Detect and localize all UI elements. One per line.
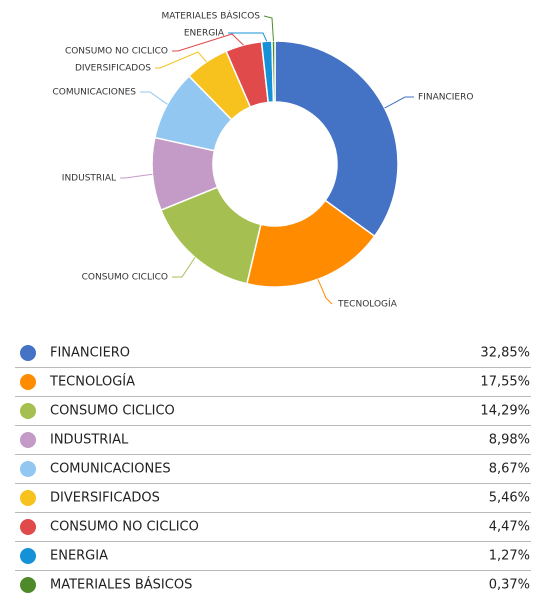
legend-swatch xyxy=(20,374,36,390)
legend-name: TECNOLOGÍA xyxy=(49,374,135,390)
callout-label: INDUSTRIAL xyxy=(62,174,116,184)
leader-line xyxy=(317,279,333,305)
leader-line xyxy=(172,257,196,278)
legend-swatch xyxy=(20,490,36,506)
legend-name: DIVERSIFICADOS xyxy=(50,491,160,506)
legend-swatch xyxy=(20,403,36,419)
callout-label: CONSUMO NO CICLICO xyxy=(65,47,168,57)
legend-value: 32,85% xyxy=(480,346,530,361)
callout-label: FINANCIERO xyxy=(418,93,473,103)
callout-label: ENERGIA xyxy=(184,29,225,39)
legend-name: CONSUMO NO CICLICO xyxy=(50,520,199,535)
legend-swatch xyxy=(20,548,36,564)
legend-swatch xyxy=(20,461,36,477)
legend-name: CONSUMO CICLICO xyxy=(50,404,175,419)
legend-swatch xyxy=(20,345,36,361)
slice xyxy=(274,40,399,238)
legend-name: ENERGIA xyxy=(50,549,108,564)
leader-line xyxy=(140,91,168,105)
legend-value: 1,27% xyxy=(489,549,530,564)
leader-line xyxy=(384,96,414,109)
legend-name: COMUNICACIONES xyxy=(50,462,171,477)
legend-value: 5,46% xyxy=(489,491,530,506)
callout-label: MATERIALES BÁSICOS xyxy=(161,10,260,22)
callout-label: TECNOLOGÍA xyxy=(337,298,398,310)
callout-label: CONSUMO CICLICO xyxy=(82,273,168,283)
legend-swatch xyxy=(20,432,36,448)
callout-label: COMUNICACIONES xyxy=(52,88,136,98)
legend-value: 8,67% xyxy=(489,462,530,477)
legend-value: 8,98% xyxy=(489,433,530,448)
leader-line xyxy=(228,32,268,42)
legend-swatch xyxy=(20,577,36,593)
legend-swatch xyxy=(20,519,36,535)
leader-line xyxy=(155,51,207,69)
legend-value: 17,55% xyxy=(480,375,530,390)
legend-value: 14,29% xyxy=(480,404,530,419)
legend-value: 4,47% xyxy=(489,520,530,535)
callout-label: DIVERSIFICADOS xyxy=(75,64,151,74)
leader-line xyxy=(120,173,153,179)
legend-name: MATERIALES BÁSICOS xyxy=(50,577,192,593)
legend-name: INDUSTRIAL xyxy=(50,433,129,448)
leader-line xyxy=(172,33,244,52)
legend-value: 0,37% xyxy=(489,578,530,593)
leader-line xyxy=(263,15,274,42)
slice xyxy=(271,40,276,103)
legend-name: FINANCIERO xyxy=(50,346,130,361)
